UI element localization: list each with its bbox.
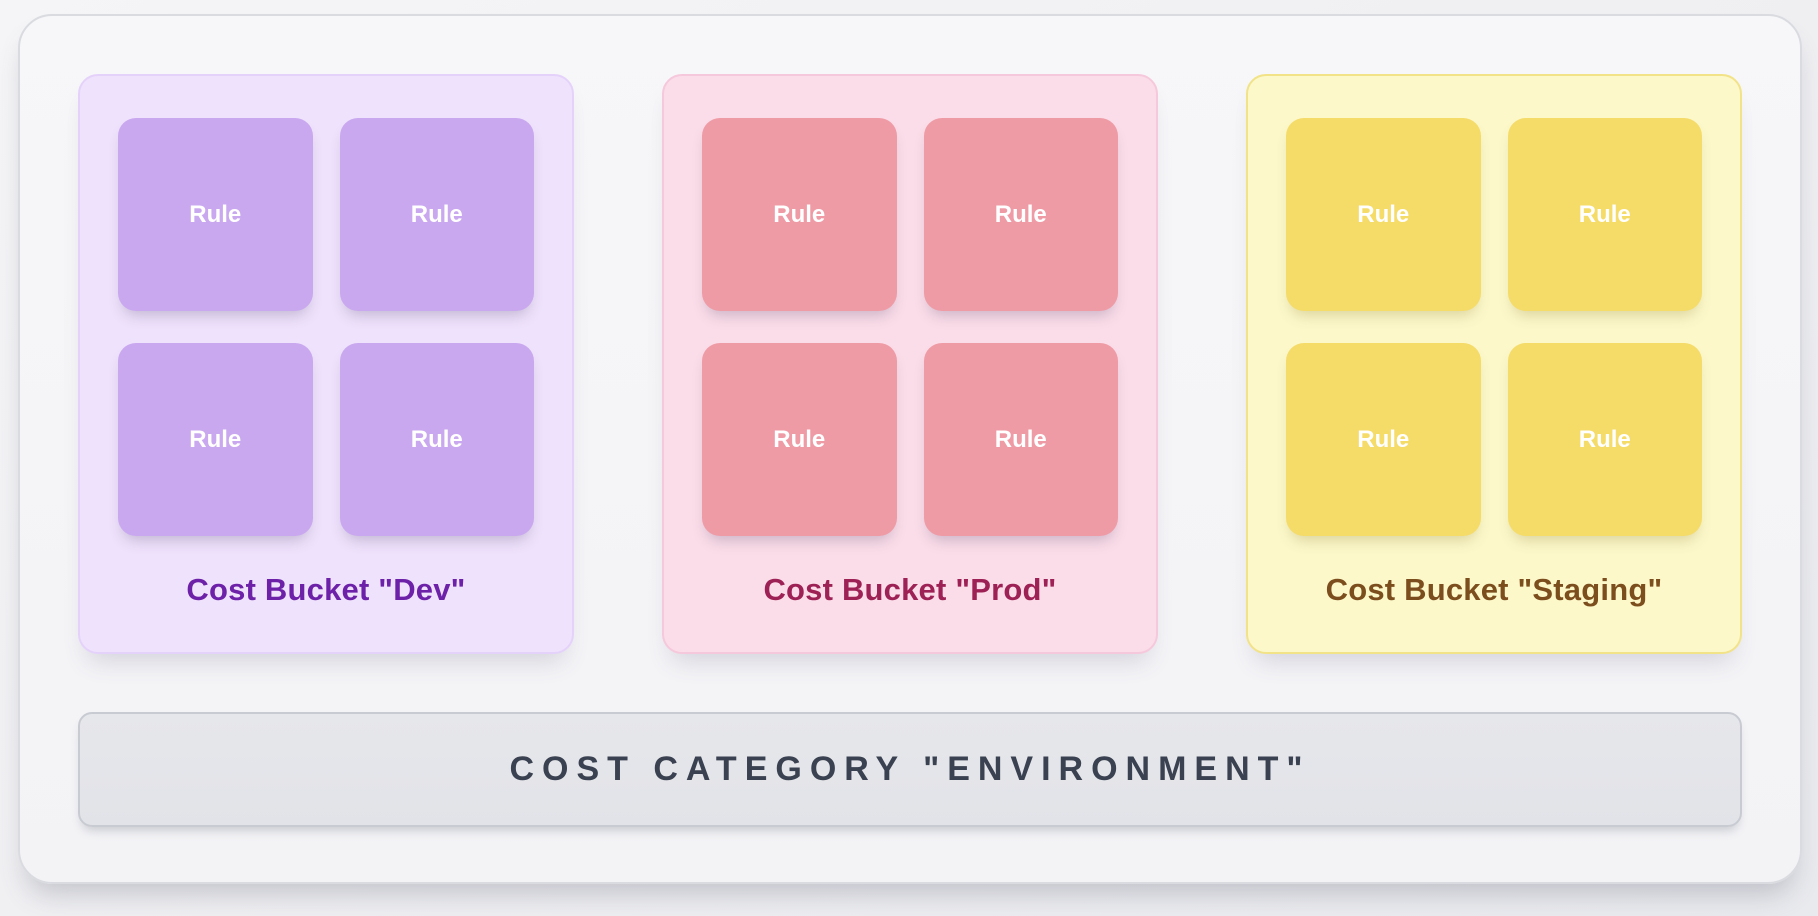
rule-tile: Rule [702, 118, 897, 311]
rule-tile: Rule [923, 343, 1118, 536]
rule-tile: Rule [1507, 343, 1702, 536]
rule-tile: Rule [118, 343, 313, 536]
rule-tile: Rule [1286, 343, 1481, 536]
bucket-label-dev: Cost Bucket "Dev" [186, 572, 466, 607]
bucket-label-prod: Cost Bucket "Prod" [763, 572, 1057, 607]
rules-grid-staging: Rule Rule Rule Rule [1286, 118, 1702, 536]
bucket-label-staging: Cost Bucket "Staging" [1325, 572, 1663, 607]
rule-tile: Rule [1507, 118, 1702, 311]
rules-grid-dev: Rule Rule Rule Rule [118, 118, 534, 536]
rule-tile: Rule [1286, 118, 1481, 311]
rule-tile: Rule [702, 343, 897, 536]
rule-tile: Rule [118, 118, 313, 311]
rules-grid-prod: Rule Rule Rule Rule [702, 118, 1118, 536]
cost-category-bar: COST CATEGORY "ENVIRONMENT" [78, 712, 1742, 827]
rule-tile: Rule [923, 118, 1118, 311]
cost-bucket-dev: Rule Rule Rule Rule Cost Bucket "Dev" [78, 74, 574, 654]
diagram-container: Rule Rule Rule Rule Cost Bucket "Dev" Ru… [18, 14, 1802, 884]
rule-tile: Rule [339, 343, 534, 536]
cost-category-label: COST CATEGORY "ENVIRONMENT" [509, 750, 1311, 788]
cost-bucket-prod: Rule Rule Rule Rule Cost Bucket "Prod" [662, 74, 1158, 654]
rule-tile: Rule [339, 118, 534, 311]
cost-buckets-row: Rule Rule Rule Rule Cost Bucket "Dev" Ru… [78, 74, 1742, 654]
cost-bucket-staging: Rule Rule Rule Rule Cost Bucket "Staging… [1246, 74, 1742, 654]
